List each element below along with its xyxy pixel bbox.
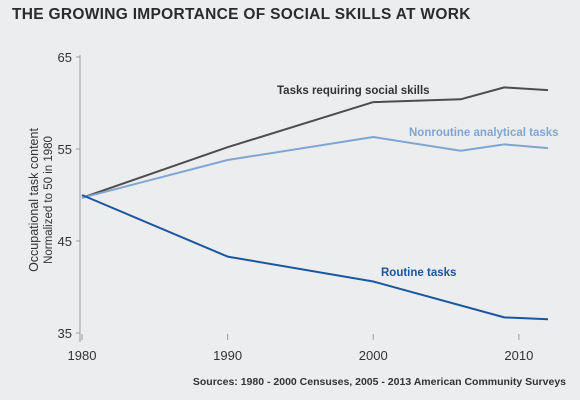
source-note: Sources: 1980 - 2000 Censuses, 2005 - 20… xyxy=(192,376,566,388)
y-tick-label: 35 xyxy=(58,326,72,341)
y-axis-label: Occupational task content xyxy=(27,128,41,272)
x-tick-labels: 1980 1990 2000 2010 xyxy=(68,334,533,363)
series-label-social-skills: Tasks requiring social skills xyxy=(277,85,430,97)
y-axis-sublabel: Normalized to 50 in 1980 xyxy=(43,136,55,264)
y-tick-label: 65 xyxy=(58,50,72,65)
x-tick-label: 2010 xyxy=(504,348,533,363)
chart-title: THE GROWING IMPORTANCE OF SOCIAL SKILLS … xyxy=(12,6,471,23)
series-label-nonroutine-analytical: Nonroutine analytical tasks xyxy=(409,127,559,139)
series-line-social-skills xyxy=(81,86,549,199)
series-lines xyxy=(81,86,549,321)
y-tick-label: 45 xyxy=(58,234,72,249)
x-tick-label: 1980 xyxy=(68,348,97,363)
series-labels: Tasks requiring social skills Nonroutine … xyxy=(277,85,559,279)
y-axis-title: Occupational task content Normalized to … xyxy=(27,128,55,272)
x-tick-label: 1990 xyxy=(213,348,242,363)
series-line-routine xyxy=(81,194,549,321)
series-label-routine: Routine tasks xyxy=(381,267,456,279)
x-tick-label: 2000 xyxy=(359,348,388,363)
series-line-nonroutine-analytical xyxy=(81,136,549,199)
y-tick-label: 55 xyxy=(58,142,72,157)
y-tick-labels: 35 45 55 65 xyxy=(58,50,80,341)
